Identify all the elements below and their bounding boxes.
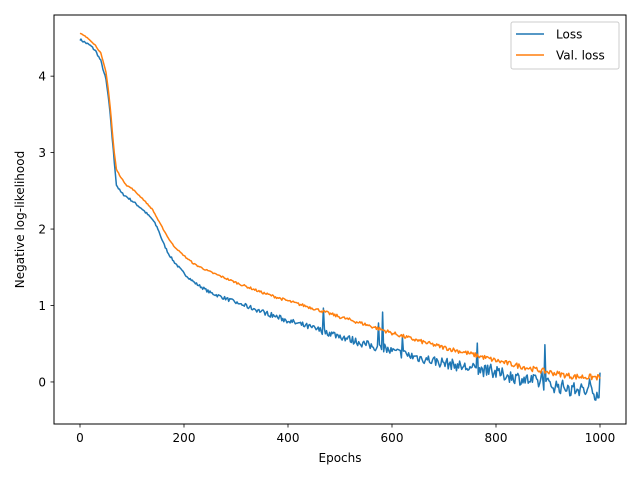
x-tick-label: 800	[485, 431, 508, 445]
series-line-loss	[79, 38, 601, 401]
y-tick-label: 2	[38, 223, 46, 237]
x-tick-label: 0	[76, 431, 84, 445]
series-line-val-loss	[79, 32, 601, 381]
x-tick-label: 200	[173, 431, 196, 445]
x-tick-label: 600	[381, 431, 404, 445]
y-axis: 0 1 2 3 4	[38, 70, 54, 389]
legend-label-val-loss: Val. loss	[556, 49, 605, 63]
x-tick-label: 400	[277, 431, 300, 445]
plot-frame	[53, 14, 627, 425]
y-tick-label: 1	[38, 299, 46, 313]
plot-lines	[79, 32, 601, 401]
y-tick-label: 0	[38, 375, 46, 389]
x-axis-label: Epochs	[319, 451, 362, 465]
legend-label-loss: Loss	[556, 28, 582, 42]
y-tick-label: 3	[38, 146, 46, 160]
legend: Loss Val. loss	[510, 21, 620, 70]
x-axis: 0 200 400 600 800 1000	[76, 424, 615, 445]
x-tick-label: 1000	[585, 431, 616, 445]
y-axis-label: Negative log-likelihood	[13, 151, 27, 288]
y-tick-label: 4	[38, 70, 46, 84]
